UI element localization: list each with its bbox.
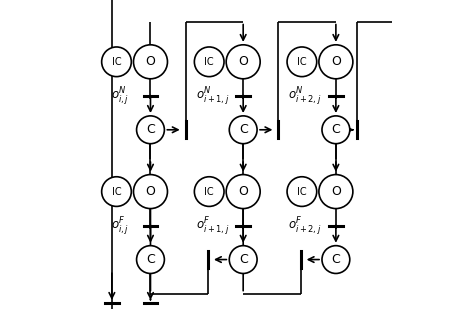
Text: IC: IC — [204, 57, 214, 67]
Text: C: C — [146, 253, 155, 266]
Circle shape — [226, 45, 260, 79]
Circle shape — [322, 116, 350, 144]
Text: O: O — [238, 185, 248, 198]
Text: $o^{N}_{i+2,j}$: $o^{N}_{i+2,j}$ — [288, 86, 322, 108]
Text: C: C — [239, 123, 247, 136]
Circle shape — [137, 116, 164, 144]
Circle shape — [319, 175, 353, 209]
Text: $o^{N}_{i+1,j}$: $o^{N}_{i+1,j}$ — [196, 86, 229, 108]
Circle shape — [194, 177, 224, 206]
Circle shape — [134, 175, 167, 209]
Circle shape — [101, 47, 131, 77]
Circle shape — [319, 45, 353, 79]
Text: $o^{F}_{i+2,j}$: $o^{F}_{i+2,j}$ — [288, 216, 322, 238]
Text: IC: IC — [112, 187, 121, 197]
Circle shape — [137, 246, 164, 273]
Text: C: C — [331, 123, 340, 136]
Circle shape — [226, 175, 260, 209]
Circle shape — [322, 246, 350, 273]
Text: $o^{F}_{i,j}$: $o^{F}_{i,j}$ — [110, 216, 128, 238]
Text: IC: IC — [204, 187, 214, 197]
Text: O: O — [331, 55, 341, 68]
Text: $o^{N}_{i,j}$: $o^{N}_{i,j}$ — [110, 86, 128, 108]
Text: IC: IC — [297, 57, 307, 67]
Text: IC: IC — [297, 187, 307, 197]
Text: C: C — [331, 253, 340, 266]
Text: O: O — [331, 185, 341, 198]
Circle shape — [229, 116, 257, 144]
Text: C: C — [239, 253, 247, 266]
Circle shape — [101, 177, 131, 206]
Text: O: O — [146, 185, 155, 198]
Text: IC: IC — [112, 57, 121, 67]
Circle shape — [194, 47, 224, 77]
Text: $o^{F}_{i+1,j}$: $o^{F}_{i+1,j}$ — [196, 216, 229, 238]
Circle shape — [229, 246, 257, 273]
Text: O: O — [238, 55, 248, 68]
Circle shape — [134, 45, 167, 79]
Text: O: O — [146, 55, 155, 68]
Circle shape — [287, 177, 317, 206]
Text: C: C — [146, 123, 155, 136]
Circle shape — [287, 47, 317, 77]
